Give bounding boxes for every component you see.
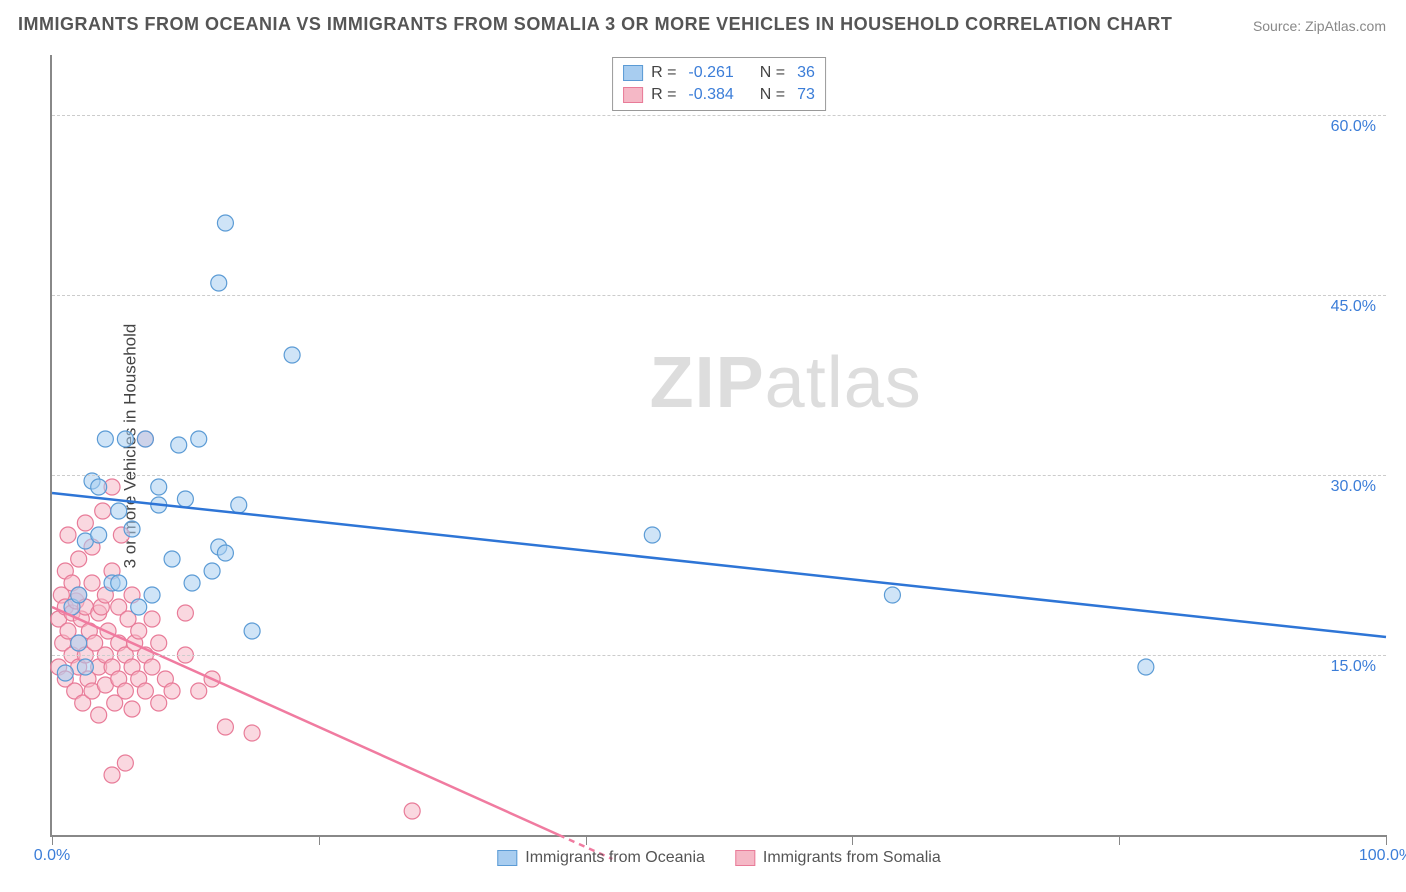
ytick-label: 45.0% bbox=[1331, 298, 1376, 316]
gridline bbox=[52, 475, 1386, 476]
xtick bbox=[1386, 835, 1387, 845]
xtick-label: 100.0% bbox=[1359, 847, 1406, 865]
chart-title: IMMIGRANTS FROM OCEANIA VS IMMIGRANTS FR… bbox=[18, 14, 1172, 35]
xtick bbox=[52, 835, 53, 845]
xtick bbox=[319, 835, 320, 845]
xtick bbox=[586, 835, 587, 845]
gridline bbox=[52, 295, 1386, 296]
xtick-label: 0.0% bbox=[34, 847, 70, 865]
xtick bbox=[852, 835, 853, 845]
plot-area: ZIPatlas R = -0.261 N = 36 R = -0.384 N … bbox=[50, 55, 1386, 837]
ytick-label: 60.0% bbox=[1331, 118, 1376, 136]
legend-series: Immigrants from Oceania Immigrants from … bbox=[497, 849, 940, 867]
gridline bbox=[52, 655, 1386, 656]
chart-container: IMMIGRANTS FROM OCEANIA VS IMMIGRANTS FR… bbox=[0, 0, 1406, 892]
source-label: Source: ZipAtlas.com bbox=[1253, 18, 1386, 34]
ytick-label: 30.0% bbox=[1331, 478, 1376, 496]
gridline bbox=[52, 115, 1386, 116]
chart-svg bbox=[52, 55, 1386, 835]
swatch-oceania-b bbox=[497, 850, 517, 866]
xtick bbox=[1119, 835, 1120, 845]
legend-item-somalia: Immigrants from Somalia bbox=[735, 849, 941, 867]
legend-item-oceania: Immigrants from Oceania bbox=[497, 849, 705, 867]
ytick-label: 15.0% bbox=[1331, 658, 1376, 676]
swatch-somalia-b bbox=[735, 850, 755, 866]
